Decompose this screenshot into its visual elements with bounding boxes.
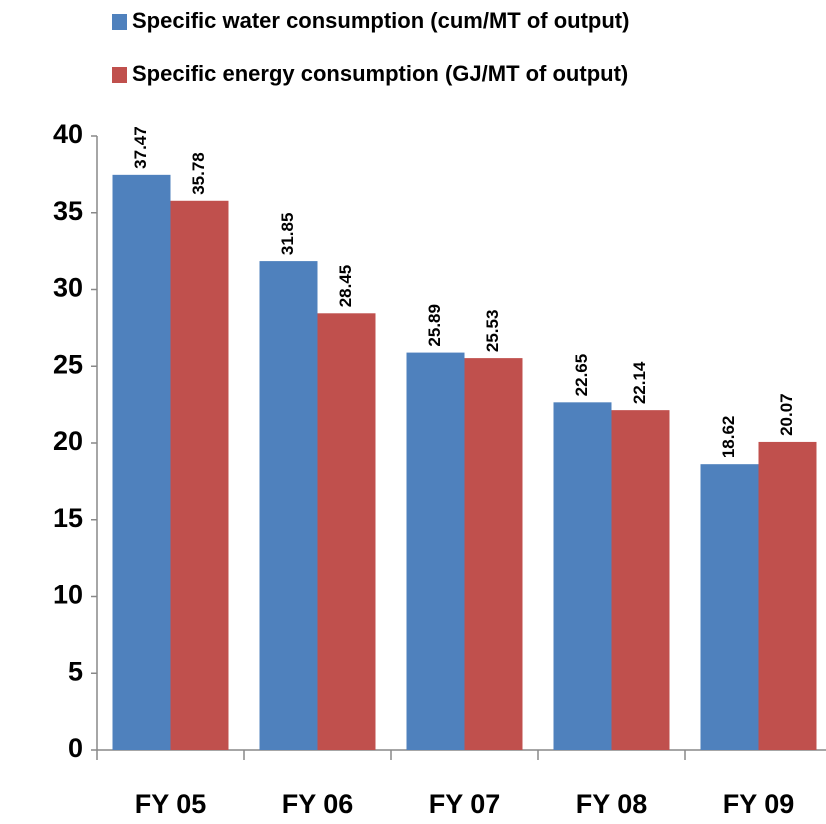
- bar: [464, 358, 523, 750]
- data-label: 25.53: [483, 310, 502, 353]
- bar: [112, 174, 171, 750]
- y-tick-label: 15: [53, 503, 83, 533]
- x-tick-label: FY 07: [429, 789, 501, 819]
- data-label: 18.62: [719, 416, 738, 459]
- legend-swatch: [112, 14, 127, 30]
- y-tick-label: 20: [53, 426, 83, 456]
- bar: [700, 464, 759, 750]
- y-tick-label: 0: [68, 733, 83, 763]
- data-label: 37.47: [131, 126, 150, 169]
- data-label: 28.45: [336, 265, 355, 308]
- data-label: 35.78: [189, 152, 208, 195]
- legend-label: Specific energy consumption (GJ/MT of ou…: [132, 61, 628, 86]
- legend-swatch: [112, 67, 127, 83]
- x-tick-label: FY 06: [282, 789, 354, 819]
- y-tick-label: 25: [53, 349, 83, 379]
- y-tick-label: 35: [53, 196, 83, 226]
- bar: [758, 441, 817, 750]
- data-label: 25.89: [425, 304, 444, 347]
- bar: [170, 200, 229, 751]
- y-tick-label: 40: [53, 119, 83, 149]
- data-label: 22.65: [572, 354, 591, 397]
- bar: [317, 313, 376, 750]
- bar: [553, 402, 612, 750]
- data-label: 20.07: [777, 393, 796, 436]
- bar: [406, 352, 465, 750]
- x-tick-label: FY 05: [135, 789, 207, 819]
- y-tick-label: 30: [53, 273, 83, 303]
- data-label: 22.14: [630, 361, 649, 404]
- y-tick-label: 10: [53, 580, 83, 610]
- y-tick-label: 5: [68, 656, 83, 686]
- bar: [611, 410, 670, 750]
- x-tick-label: FY 08: [576, 789, 648, 819]
- x-tick-label: FY 09: [723, 789, 795, 819]
- bar: [259, 261, 318, 750]
- legend-label: Specific water consumption (cum/MT of ou…: [132, 8, 629, 33]
- data-label: 31.85: [278, 213, 297, 256]
